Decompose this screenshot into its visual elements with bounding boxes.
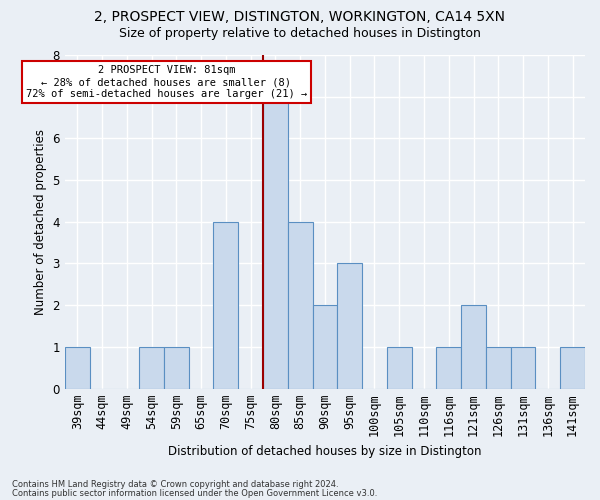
Bar [263, 96, 288, 389]
Bar [313, 305, 337, 388]
Bar [387, 347, 412, 389]
Bar [560, 347, 585, 389]
Text: Contains HM Land Registry data © Crown copyright and database right 2024.: Contains HM Land Registry data © Crown c… [12, 480, 338, 489]
Bar [214, 222, 238, 388]
X-axis label: Distribution of detached houses by size in Distington: Distribution of detached houses by size … [168, 444, 482, 458]
Bar [511, 347, 535, 389]
Text: Size of property relative to detached houses in Distington: Size of property relative to detached ho… [119, 28, 481, 40]
Text: Contains public sector information licensed under the Open Government Licence v3: Contains public sector information licen… [12, 488, 377, 498]
Bar [288, 222, 313, 388]
Bar [139, 347, 164, 389]
Bar [65, 347, 89, 389]
Text: 2, PROSPECT VIEW, DISTINGTON, WORKINGTON, CA14 5XN: 2, PROSPECT VIEW, DISTINGTON, WORKINGTON… [95, 10, 505, 24]
Text: 2 PROSPECT VIEW: 81sqm
← 28% of detached houses are smaller (8)
72% of semi-deta: 2 PROSPECT VIEW: 81sqm ← 28% of detached… [26, 66, 307, 98]
Y-axis label: Number of detached properties: Number of detached properties [34, 129, 47, 315]
Bar [486, 347, 511, 389]
Bar [436, 347, 461, 389]
Bar [164, 347, 188, 389]
Bar [461, 305, 486, 388]
Bar [337, 264, 362, 388]
